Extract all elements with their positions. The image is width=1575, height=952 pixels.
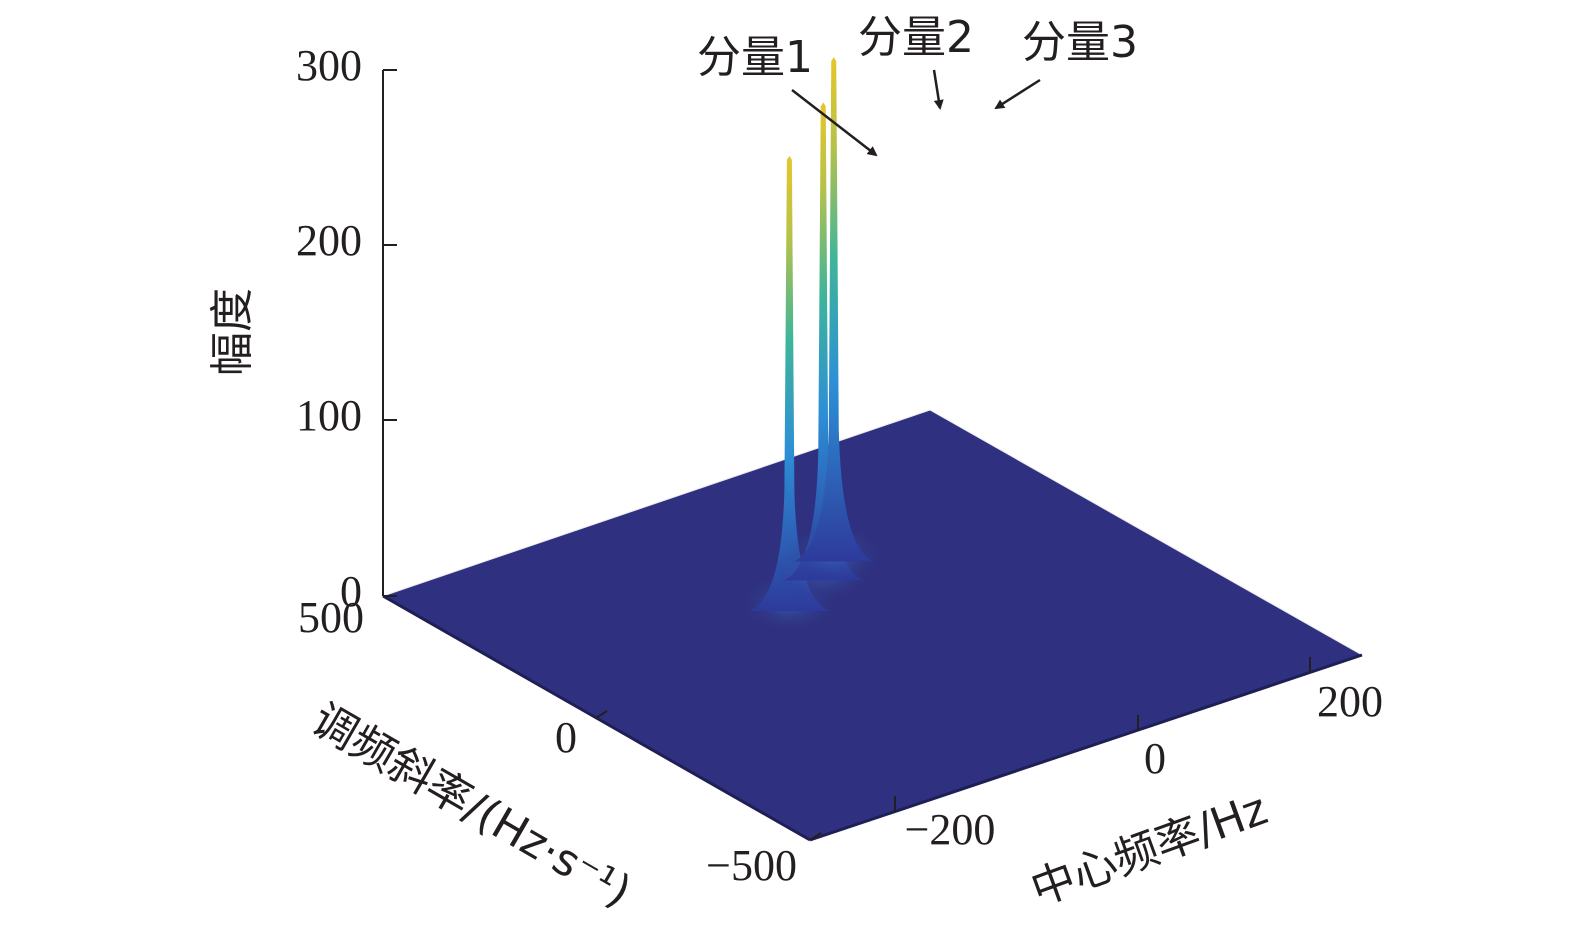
annotation-arrow-3 [994,78,1041,110]
peak-3 [785,57,882,584]
y-axis-title: 调频斜率/(Hz·s⁻¹) [303,694,640,918]
peak-annotations: 分量1 分量2 分量3 [697,12,1138,157]
peak-spike [783,102,864,581]
x-axis-ticks: −200 0 200 [894,657,1383,854]
x-axis-title: 中心频率/Hz [1024,783,1274,915]
annotation-component-1: 分量1 [697,32,813,83]
z-axis-ticks: 0 100 200 300 [296,41,397,616]
peak-spike [749,155,830,612]
y-tick-mark [595,710,608,719]
annotation-component-3: 分量3 [1022,17,1138,68]
y-tick-mark [809,832,822,841]
z-tick-label-0: 0 [340,567,362,616]
surface-edge-front [809,653,1363,842]
y-tick-label-500: 500 [298,593,364,642]
annotation-arrow-2 [932,69,944,110]
peak-spike [793,57,874,562]
z-tick-label-200: 200 [296,216,362,265]
x-tick-label-0: 0 [1144,734,1166,783]
peak-layer [741,57,882,634]
y-tick-label-neg500: −500 [706,841,797,890]
z-tick-label-100: 100 [296,391,362,440]
surface-plane [381,409,1364,841]
y-tick-label-0: 0 [555,713,577,762]
annotation-component-2: 分量2 [858,12,974,63]
annotation-arrow-1 [791,89,878,157]
z-tick-label-300: 300 [296,41,362,90]
x-tick-label-neg200: −200 [905,805,996,854]
x-tick-label-200: 200 [1317,677,1383,726]
z-axis-title: 幅度 [207,288,258,376]
y-axis-ticks: 500 0 −500 [298,593,822,890]
